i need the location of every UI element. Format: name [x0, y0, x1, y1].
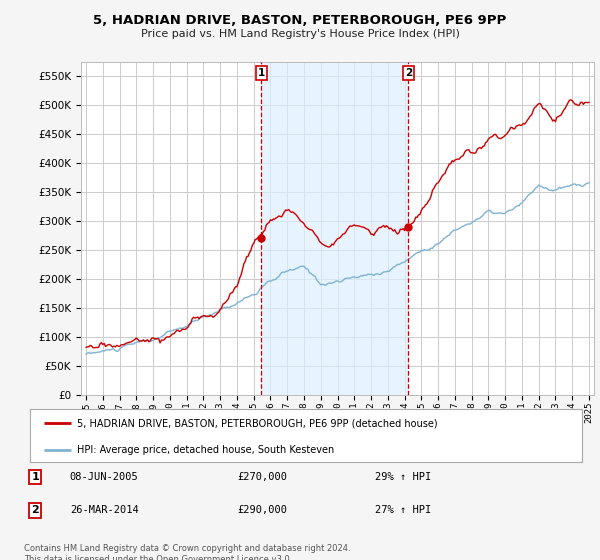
Text: Contains HM Land Registry data © Crown copyright and database right 2024.
This d: Contains HM Land Registry data © Crown c…	[24, 544, 350, 560]
Text: 5, HADRIAN DRIVE, BASTON, PETERBOROUGH, PE6 9PP: 5, HADRIAN DRIVE, BASTON, PETERBOROUGH, …	[94, 14, 506, 27]
Text: 1: 1	[257, 68, 265, 78]
Text: 2: 2	[31, 505, 39, 515]
Text: 26-MAR-2014: 26-MAR-2014	[70, 505, 139, 515]
Text: 2: 2	[405, 68, 412, 78]
Text: £270,000: £270,000	[237, 472, 287, 482]
Text: 5, HADRIAN DRIVE, BASTON, PETERBOROUGH, PE6 9PP (detached house): 5, HADRIAN DRIVE, BASTON, PETERBOROUGH, …	[77, 418, 437, 428]
Text: 1: 1	[31, 472, 39, 482]
Bar	[261, 62, 409, 395]
Text: HPI: Average price, detached house, South Kesteven: HPI: Average price, detached house, Sout…	[77, 445, 334, 455]
Text: 08-JUN-2005: 08-JUN-2005	[70, 472, 139, 482]
Text: Price paid vs. HM Land Registry's House Price Index (HPI): Price paid vs. HM Land Registry's House …	[140, 29, 460, 39]
Text: 29% ↑ HPI: 29% ↑ HPI	[375, 472, 431, 482]
Text: £290,000: £290,000	[237, 505, 287, 515]
Text: 27% ↑ HPI: 27% ↑ HPI	[375, 505, 431, 515]
